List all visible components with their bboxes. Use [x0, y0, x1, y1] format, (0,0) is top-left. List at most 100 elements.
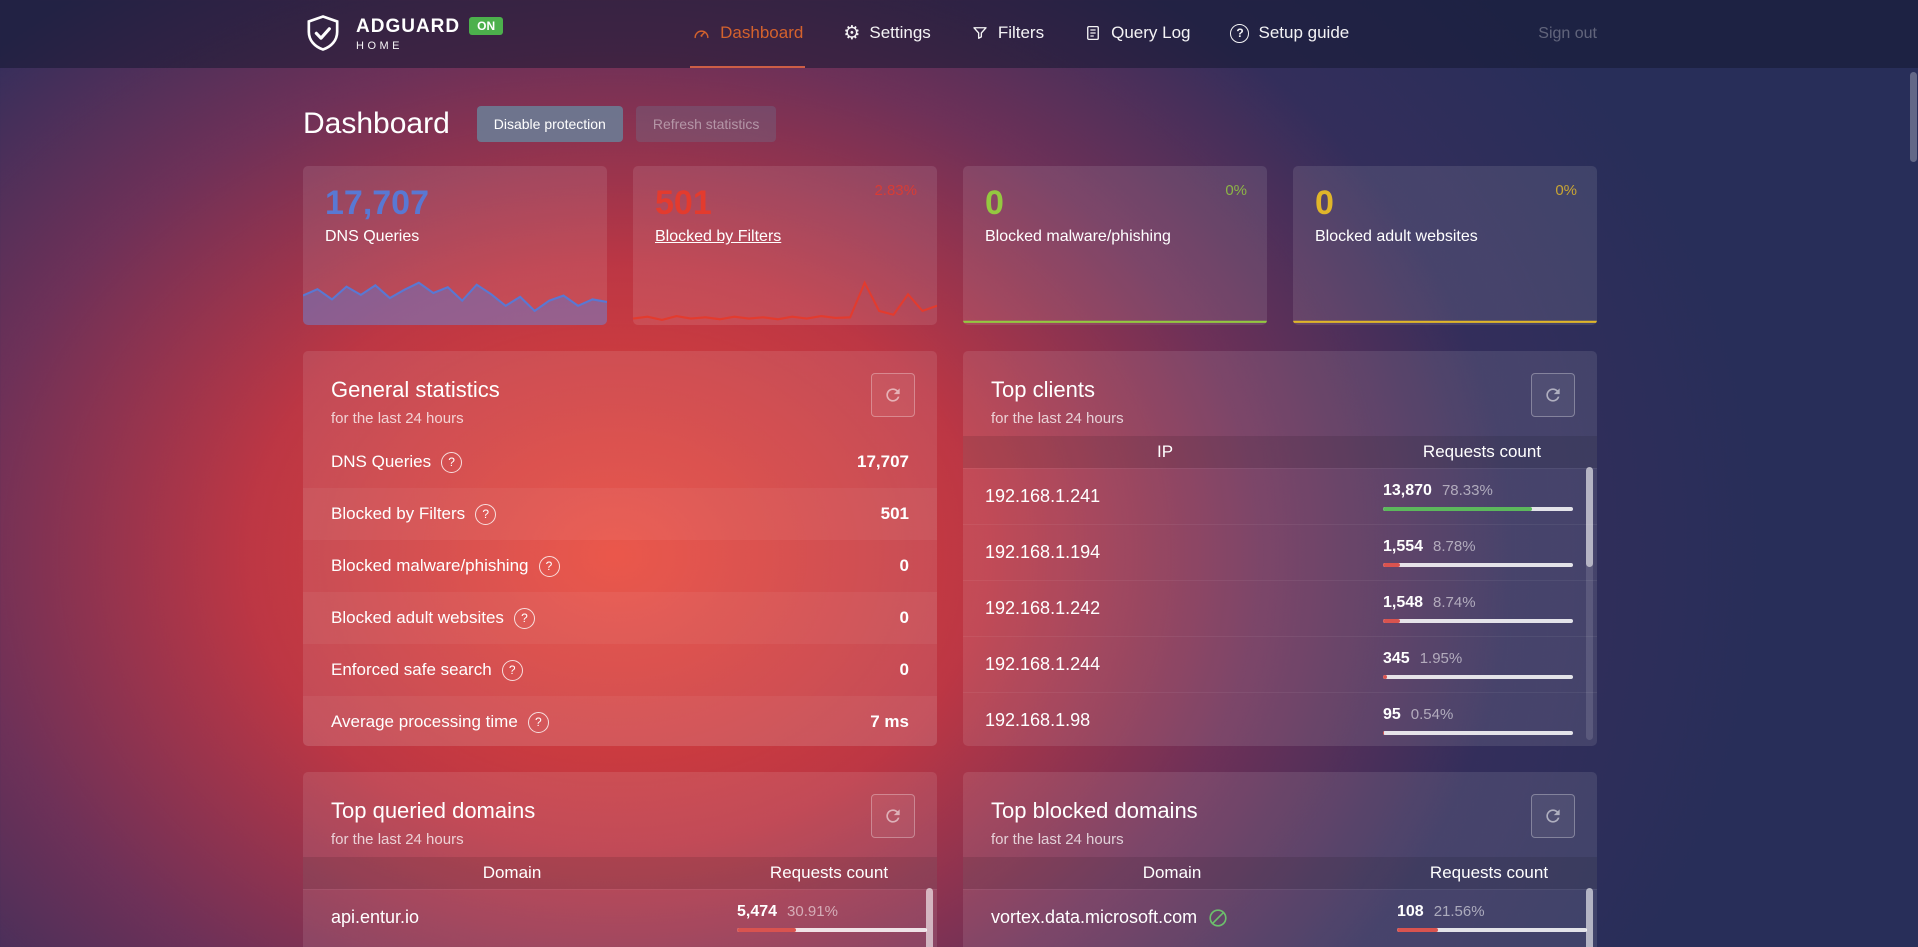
nav-item-label: Dashboard [720, 23, 804, 42]
help-icon[interactable] [513, 607, 535, 629]
help-icon[interactable] [501, 659, 523, 681]
request-count: 1,548 [1383, 594, 1424, 611]
request-count: 95 [1383, 706, 1401, 723]
table-row: 192.168.1.241 13,870 78.33% [963, 468, 1597, 524]
table-row: 192.168.1.242 1,548 8.74% [963, 580, 1597, 636]
top-queried-domains-table: Domain Requests count api.entur.io 5,474… [303, 857, 937, 945]
nav-item-label: Query Log [1111, 23, 1191, 42]
request-count: 1,554 [1383, 538, 1424, 555]
domain-name: vortex.data.microsoft.com [991, 907, 1198, 927]
stat-row-label: Blocked malware/phishing [331, 556, 529, 575]
blocked-filters-percent: 2.83% [874, 182, 917, 199]
nav-item-filters[interactable]: Filters [969, 0, 1046, 68]
column-header-count: Requests count [1429, 863, 1549, 882]
table-header: Domain Requests count [963, 857, 1597, 889]
column-header-ip: IP [1156, 442, 1174, 461]
stat-card-blocked-by-filters: 2.83% 501 Blocked by Filters [633, 166, 937, 325]
scrollbar-track[interactable] [1586, 467, 1593, 740]
help-icon[interactable] [475, 503, 497, 525]
request-percent: 8.74% [1433, 594, 1476, 611]
request-count: 345 [1383, 650, 1410, 667]
refresh-button[interactable] [871, 794, 915, 838]
scrollbar-thumb[interactable] [926, 888, 933, 947]
help-icon[interactable] [538, 555, 560, 577]
help-icon[interactable] [527, 711, 549, 733]
progress-bar [1383, 619, 1573, 623]
disable-protection-button[interactable]: Disable protection [476, 106, 623, 142]
blocked-adult-value: 0 [1315, 184, 1334, 222]
dashboard-icon [692, 24, 711, 43]
refresh-button[interactable] [1531, 794, 1575, 838]
request-percent: 8.78% [1433, 538, 1476, 555]
stat-row-value: 17,707 [857, 452, 909, 471]
request-count: 5,474 [737, 903, 778, 920]
request-percent: 30.91% [787, 903, 838, 920]
column-header-count: Requests count [769, 863, 889, 882]
nav-item-label: Setup guide [1258, 23, 1350, 42]
nav-item-settings[interactable]: ⚙ Settings [841, 0, 932, 68]
brand-title: ADGUARD [356, 15, 461, 37]
top-navigation: ADGUARD ON HOME Dashboard ⚙ Set [0, 0, 1918, 68]
request-count: 108 [1397, 903, 1424, 920]
funnel-icon [971, 24, 989, 42]
stat-row-label: Enforced safe search [331, 660, 492, 679]
nav-item-dashboard[interactable]: Dashboard [690, 0, 806, 68]
scrollbar-track[interactable] [926, 888, 933, 947]
refresh-button[interactable] [1531, 373, 1575, 417]
stat-row-label: Blocked adult websites [331, 608, 504, 627]
top-clients-panel: Top clients for the last 24 hours IP Req… [963, 351, 1597, 746]
progress-bar [1383, 675, 1573, 679]
panel-title: Top blocked domains [991, 798, 1198, 823]
table-row: api.entur.io 5,474 30.91% [303, 889, 937, 945]
general-statistics-panel: General statistics for the last 24 hours… [303, 351, 937, 746]
log-icon [1084, 24, 1102, 42]
scrollbar-thumb[interactable] [1586, 467, 1593, 567]
client-ip: 192.168.1.242 [985, 598, 1101, 618]
refresh-icon [886, 809, 900, 823]
domain-name: api.entur.io [331, 907, 420, 927]
page-scrollbar-thumb[interactable] [1910, 72, 1917, 162]
request-percent: 1.95% [1419, 650, 1463, 667]
blocked-malware-value: 0 [985, 184, 1004, 222]
request-percent: 78.33% [1441, 482, 1493, 499]
blocked-filters-value: 501 [655, 184, 712, 222]
refresh-icon [886, 388, 900, 402]
help-icon[interactable] [441, 451, 463, 473]
blocked-malware-sparkline [963, 261, 1267, 325]
panel-subtitle: for the last 24 hours [991, 831, 1124, 848]
refresh-button[interactable] [871, 373, 915, 417]
column-header-count: Requests count [1422, 442, 1542, 461]
progress-bar [1383, 507, 1573, 511]
table-row: Blocked by Filters 501 [303, 488, 937, 540]
table-row: 192.168.1.244 345 1.95% [963, 636, 1597, 692]
table-row: 192.168.1.194 1,554 8.78% [963, 524, 1597, 580]
top-clients-table: IP Requests count 192.168.1.241 13,870 7… [963, 436, 1597, 746]
blocked-filters-link[interactable]: Blocked by Filters [655, 228, 782, 246]
table-row: 192.168.1.98 95 0.54% [963, 692, 1597, 746]
panel-title: Top queried domains [331, 798, 536, 823]
brand-logo[interactable]: ADGUARD ON HOME [303, 0, 504, 68]
request-count: 13,870 [1383, 482, 1432, 499]
scrollbar-thumb[interactable] [1586, 888, 1593, 947]
stat-card-blocked-adult: 0% 0 Blocked adult websites [1293, 166, 1597, 325]
blocked-adult-sparkline [1293, 261, 1597, 325]
refresh-statistics-button[interactable]: Refresh statistics [635, 106, 777, 142]
stat-cards-row: 17,707 DNS Queries 2.83% 501 Blocked by … [303, 166, 1597, 325]
brand-subtitle: HOME [356, 39, 403, 52]
stat-row-label: Blocked by Filters [331, 504, 466, 523]
top-blocked-domains-table: Domain Requests count vortex.data.micros… [963, 857, 1597, 945]
blocked-filters-sparkline [633, 261, 937, 325]
client-ip: 192.168.1.194 [985, 542, 1101, 562]
column-header-domain: Domain [1142, 863, 1202, 882]
scrollbar-track[interactable] [1586, 888, 1593, 947]
sign-out-button[interactable]: Sign out [1538, 25, 1597, 42]
nav-item-query-log[interactable]: Query Log [1082, 0, 1192, 68]
blocked-malware-percent: 0% [1225, 182, 1247, 199]
top-queried-domains-panel: Top queried domains for the last 24 hour… [303, 772, 937, 947]
nav-item-setup-guide[interactable]: Setup guide [1228, 0, 1351, 68]
blocked-domain-icon[interactable] [1207, 907, 1229, 929]
stat-card-dns-queries: 17,707 DNS Queries [303, 166, 607, 325]
progress-bar [1383, 731, 1573, 735]
page-header: Dashboard Disable protection Refresh sta… [303, 104, 1597, 144]
dns-queries-value: 17,707 [325, 184, 429, 222]
